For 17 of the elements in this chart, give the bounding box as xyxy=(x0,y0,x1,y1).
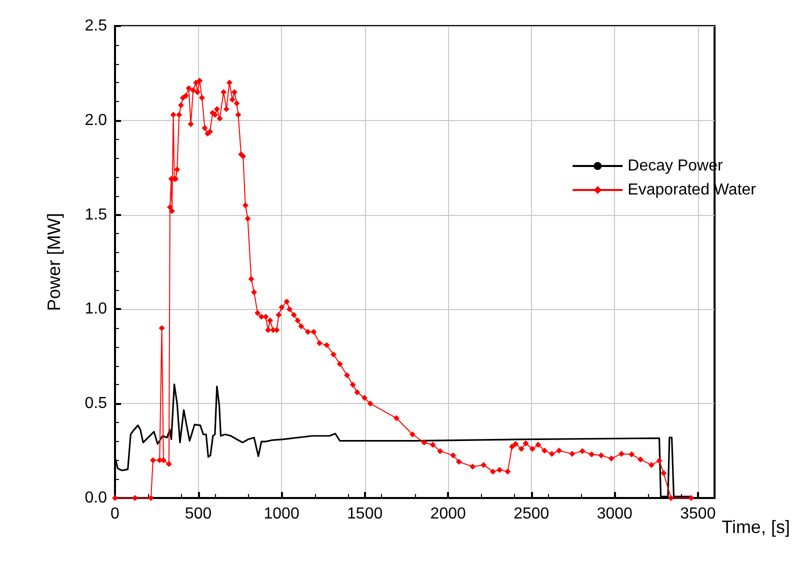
x-tick-label: 1500 xyxy=(347,506,383,522)
y-tick-label: 2.0 xyxy=(84,112,108,129)
x-tick-label: 2500 xyxy=(514,506,550,522)
y-axis-title: Power [MW] xyxy=(44,212,64,312)
y-tick-label: 0.5 xyxy=(84,395,108,412)
y-tick-label: 2.5 xyxy=(84,18,108,34)
x-tick-label: 1000 xyxy=(264,506,300,522)
y-tick-label: 1.0 xyxy=(84,300,108,318)
y-tick-label: 1.5 xyxy=(84,206,108,224)
x-tick-label: 3500 xyxy=(680,506,716,522)
y-tick-label: 0.0 xyxy=(84,490,108,506)
x-tick-label: 500 xyxy=(184,506,212,522)
x-tick-label: 3000 xyxy=(596,506,633,522)
legend-label: Evaporated Water xyxy=(628,182,757,198)
x-tick-label: 0 xyxy=(110,506,120,522)
x-tick-label: 2000 xyxy=(430,506,466,522)
x-axis-title: Time, [s] xyxy=(722,517,790,537)
